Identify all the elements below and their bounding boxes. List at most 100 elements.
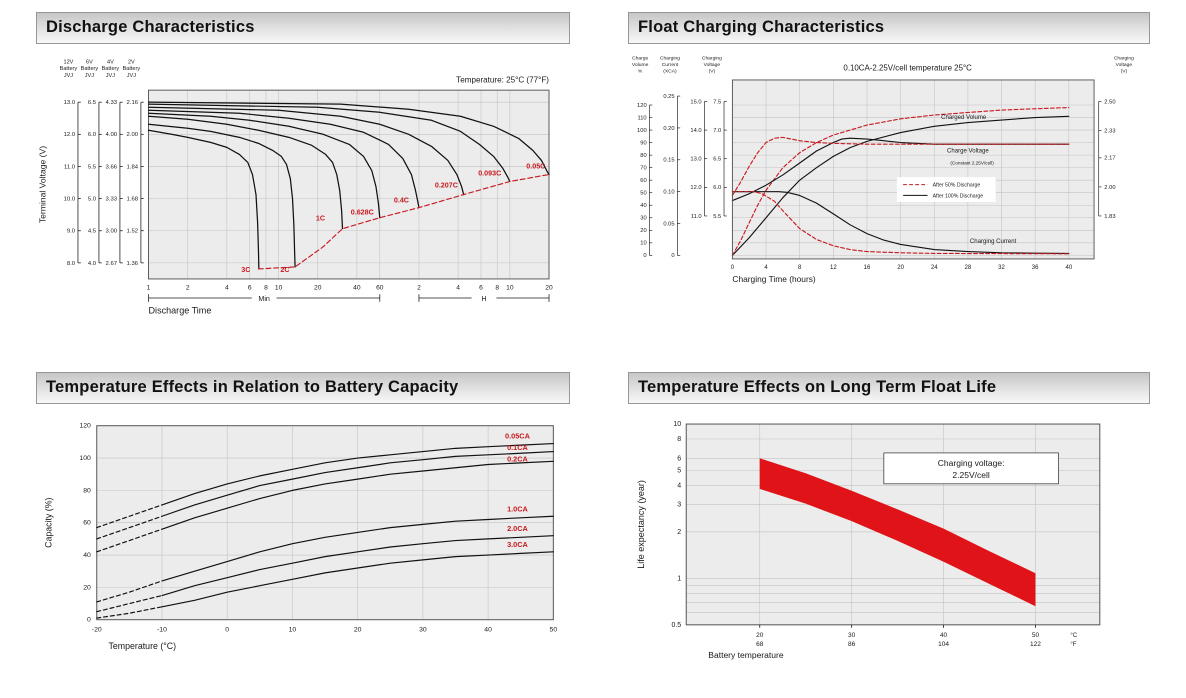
discharge-curve-0.207C [147, 106, 465, 196]
y-tick-label: 60 [83, 520, 91, 527]
x-tick-label: 32 [998, 265, 1005, 271]
axis-tick-label: 110 [637, 115, 646, 121]
x-tick-label-celsius: 30 [848, 632, 856, 639]
chart-annotation: (Constant 2.25V/cell) [950, 161, 994, 166]
y-scale-title: Battery [102, 66, 120, 72]
axis-header-charging-voltage: Voltage [704, 62, 721, 68]
axis-tick-label: 10 [640, 241, 646, 247]
discharge-curve-0.05C [147, 101, 550, 176]
panel-title-bar: Temperature Effects in Relation to Batte… [36, 372, 570, 404]
x-group-label-bg [251, 292, 277, 303]
panel-float-charging-characteristics: Float Charging Characteristics 0 4 8 12 16 20… [628, 12, 1150, 364]
axis-tick-label: 30 [640, 216, 646, 222]
axis-header-charge-volume: Volume [632, 62, 649, 68]
x-tick-label: -10 [157, 626, 167, 633]
chart-container: -20 -10 0 10 20 30 40 50 0 20 40 60 80 100 120 0.05CA 0.… [36, 404, 570, 686]
x-tick-label-celsius: 50 [1032, 632, 1040, 639]
y-scale-title: 2V [128, 59, 135, 65]
axis-tick-label: 0.20 [663, 126, 674, 132]
chart-annotation: Charging Current [970, 239, 1017, 245]
rate-label: 0.093C [478, 170, 501, 178]
discharge-curve-1C [147, 115, 344, 230]
y-tick-label: 80 [83, 487, 91, 494]
panel-title-bar: Float Charging Characteristics [628, 12, 1150, 44]
x-group-label-bg [471, 292, 497, 303]
discharge-curve-0.4C [147, 109, 420, 209]
y-scale-title: JVJ [106, 73, 115, 79]
x-tick-label: 2 [417, 284, 421, 291]
y-axis-label: Capacity (%) [44, 497, 54, 547]
axis-tick-label: 60 [640, 178, 646, 184]
x-tick-label: 4 [456, 284, 460, 291]
x-tick-label: 40 [484, 626, 492, 633]
rate-label: 3.0CA [507, 540, 528, 549]
y-scale-title: Battery [123, 66, 141, 72]
plot-border [685, 423, 1101, 626]
y-tick-label: 20 [83, 584, 91, 591]
plot-border [731, 79, 1095, 260]
axis-header-charging-current: (XCA) [663, 69, 677, 75]
axis-tick-label: 20 [640, 228, 646, 234]
axis-header-charging-voltage: (V) [709, 69, 716, 75]
axis-header-charging-voltage-right: Charging [1114, 55, 1134, 61]
y-scale-title: Battery [81, 66, 99, 72]
discharge-curve-0.093C [147, 103, 511, 183]
panel-title-bar: Discharge Characteristics [36, 12, 570, 44]
capacity-curve-0.1CA [161, 450, 554, 517]
y-axis-label: Terminal Voltage (V) [38, 146, 48, 223]
axis-tick-label: 1.83 [1104, 214, 1115, 220]
plot-border [96, 425, 554, 621]
axis-tick-label: 0.05 [663, 221, 674, 227]
y-tick-label: 6 [677, 455, 681, 462]
axis-header-charging-voltage: Charging [702, 55, 722, 61]
capacity-curve-3.0CA [161, 551, 554, 608]
float-life-band [759, 458, 1036, 607]
cutoff-voltage-curve [257, 173, 550, 270]
rate-label: 0.1CA [507, 443, 528, 452]
panel-title-bar: Temperature Effects on Long Term Float L… [628, 372, 1150, 404]
y-tick-label: 0.5 [671, 622, 681, 629]
x-tick-label: 12 [830, 265, 837, 271]
y-scale-tick-label: 8.0 [67, 261, 76, 267]
x-tick-label: 20 [897, 265, 904, 271]
x-tick-label: 28 [965, 265, 972, 271]
float-charging-characteristics-chart: 0 4 8 12 16 20 24 28 32 36 40 0 10 20 30 40 50 60 70 80 90 10… [632, 55, 1134, 284]
x-axis-label: Discharge Time [149, 305, 212, 315]
unit-label-fahrenheit: °F [1070, 642, 1076, 648]
chart-annotation: Charge Voltage [947, 149, 989, 155]
y-scale-tick-label: 4.5 [88, 229, 97, 235]
capacity-curve-dashed-0.1CA [96, 515, 163, 540]
chart-container: 0 4 8 12 16 20 24 28 32 36 40 0 10 20 30 40 50 60 70 80 90 10… [628, 44, 1150, 364]
series-current-solid [731, 191, 1070, 254]
axis-tick-label: 50 [640, 191, 646, 197]
axis-header-charging-voltage-right: (V) [1121, 69, 1128, 75]
y-scale-tick-label: 9.0 [67, 229, 76, 235]
x-axis-label: Temperature (°C) [109, 641, 177, 651]
x-axis-label: Battery temperature [708, 650, 784, 660]
axis-tick-label: 80 [640, 153, 646, 159]
x-tick-label: 24 [931, 265, 938, 271]
panel-title: Discharge Characteristics [46, 18, 255, 36]
y-tick-label: 3 [677, 502, 681, 509]
axis-tick-label: 0.10 [663, 189, 674, 195]
capacity-curve-2.0CA [161, 535, 554, 597]
capacity-curve-dashed-0.05CA [96, 504, 163, 529]
y-scale-tick-label: 4.00 [106, 132, 118, 138]
unit-label-celsius: °C [1070, 633, 1077, 639]
axis-tick-label: 100 [637, 128, 647, 134]
y-tick-label: 4 [677, 482, 681, 489]
axis-header-charge-volume: Charge [632, 55, 648, 61]
series-vcell-solid [731, 137, 1070, 202]
x-tick-label: 16 [864, 265, 871, 271]
axis-tick-label: 14.0 [690, 128, 701, 134]
axis-tick-label: 2.17 [1104, 156, 1115, 162]
x-tick-label: 20 [545, 284, 553, 291]
axis-tick-label: 120 [637, 103, 647, 109]
x-tick-label-fahrenheit: 86 [848, 641, 856, 648]
rate-label: 3C [241, 266, 250, 274]
y-scale-tick-label: 1.36 [127, 261, 139, 267]
y-scale-title: 6V [86, 59, 93, 65]
y-scale-tick-label: 2.67 [106, 261, 118, 267]
x-tick-label: 6 [479, 284, 483, 291]
plot-area [732, 79, 1095, 259]
